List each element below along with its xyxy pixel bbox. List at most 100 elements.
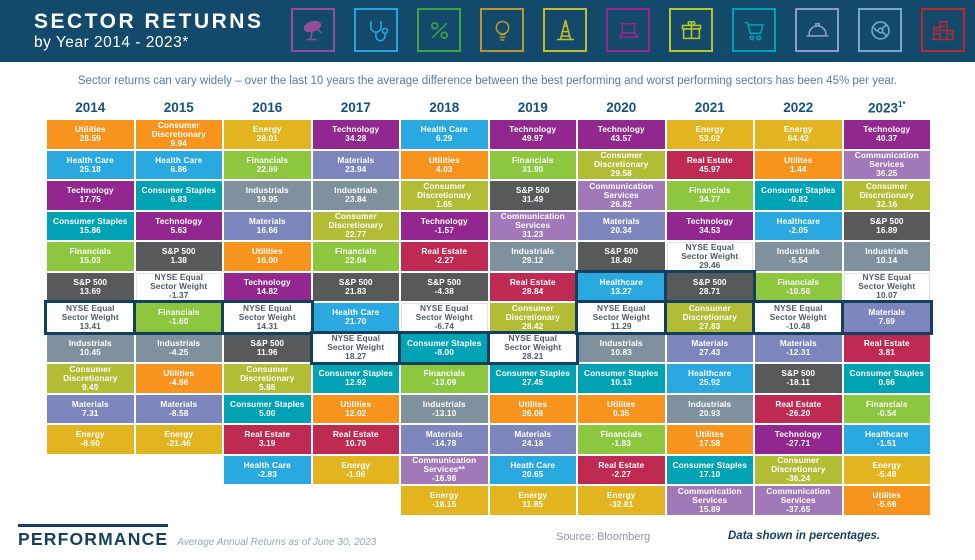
sector-return-value: 29.46: [699, 259, 721, 270]
sector-label: Consumer Discretionary: [328, 211, 383, 231]
sector-label: Materials: [160, 398, 198, 409]
sector-label: Health Care: [332, 307, 380, 318]
page-subtitle: by Year 2014 - 2023*: [34, 34, 189, 52]
sector-return-value: 6.86: [170, 163, 188, 174]
sector-cell: Financials 34.77: [666, 181, 753, 210]
sector-label: Health Care: [66, 154, 114, 165]
source-note: Source: Bloomberg: [556, 530, 651, 543]
city-buildings-icon-tile: [921, 8, 965, 52]
sector-label: Materials: [337, 154, 375, 165]
sector-label: Utilites: [695, 429, 724, 440]
sector-cell: Industrials 20.93: [666, 394, 753, 423]
sector-label: Energy: [872, 459, 902, 470]
sector-return-value: -5.66: [877, 499, 897, 510]
sector-return-value: 3.19: [258, 438, 276, 449]
sector-return-value: 15.89: [699, 503, 721, 514]
year-column-2022: 2022 Energy 64.42 Utilites 1.44 Consumer Stap…: [755, 100, 842, 515]
sector-label: S&P 500: [604, 246, 639, 257]
sector-cell: Energy -5.48: [843, 455, 930, 484]
sector-label: Health Care: [155, 154, 203, 165]
sector-return-value: -21.46: [166, 438, 191, 449]
sector-label: NYSE Equal Sector Weight: [858, 272, 916, 292]
sector-return-value: -1.37: [169, 290, 189, 301]
sector-return-value: 17.75: [79, 194, 101, 205]
sector-cell: Real Estate -26.20: [755, 394, 842, 423]
sector-cell: NYSE Equal Sector Weight 13.41: [47, 303, 134, 332]
sector-cell: Utilites 26.08: [489, 394, 576, 423]
year-header: 2016: [252, 100, 283, 115]
sector-label: Utilities: [428, 154, 460, 165]
sector-return-value: 29.12: [522, 255, 544, 266]
sector-label: NYSE Equal Sector Weight: [769, 302, 827, 322]
sector-label: Industrials: [245, 185, 289, 196]
sector-cell: Industrials 10.83: [578, 333, 665, 362]
sector-label: Consumer Staples: [849, 368, 924, 379]
sector-label: Consumer Staples: [495, 368, 570, 379]
shopping-cart-icon-tile: [732, 8, 776, 52]
sector-label: S&P 500: [692, 276, 727, 287]
sector-return-value: -18.15: [432, 499, 457, 510]
tagline-text: Sector returns can vary widely – over th…: [77, 75, 898, 87]
sector-return-value: 6.29: [435, 133, 453, 144]
sector-cell: Communication Services 31.23: [489, 211, 576, 240]
sector-return-value: -32.81: [609, 499, 634, 510]
sector-return-value: 0.66: [878, 377, 896, 388]
sector-cell: Technology 40.37: [843, 120, 930, 149]
sector-label: Real Estate: [332, 429, 379, 440]
sector-return-value: -5.54: [788, 255, 808, 266]
sector-cell: Energy -18.15: [401, 486, 488, 515]
year-header: 2019: [517, 100, 548, 115]
sector-cell: Communication Services 26.82: [578, 181, 665, 210]
sector-cell: Materials 16.66: [224, 211, 311, 240]
sector-return-value: 28.01: [256, 133, 278, 144]
sector-return-value: 43.57: [610, 133, 632, 144]
sector-return-value: 20.93: [699, 407, 721, 418]
year-header: 2018: [429, 100, 460, 115]
sector-cell: Technology 17.75: [47, 181, 134, 210]
sector-cell: Consumer Discretionary 9.94: [135, 119, 222, 149]
sector-cell: Technology 34.28: [312, 120, 399, 149]
sector-cell: Consumer Staples 12.92: [312, 364, 399, 393]
sector-label: S&P 500: [515, 185, 550, 196]
sector-return-value: 29.58: [610, 168, 632, 179]
sector-return-value: 13.69: [79, 285, 101, 296]
sector-label: Communication Services: [677, 485, 742, 505]
sector-cell: S&P 500 -4.38: [401, 272, 488, 301]
sector-label: Consumer Discretionary: [151, 119, 206, 139]
sector-return-value: 5.63: [170, 224, 188, 235]
sector-label: Materials: [868, 307, 906, 318]
sector-return-value: 28.59: [79, 133, 101, 144]
sector-label: Industrials: [157, 337, 201, 348]
sector-cell: Financials -0.54: [843, 394, 930, 423]
sector-cell: Energy 28.01: [224, 120, 311, 149]
sector-label: Consumer Staples: [584, 368, 659, 379]
sector-cell: Materials 20.34: [578, 211, 665, 240]
laptop-icon: [618, 22, 638, 38]
sector-label: Financials: [334, 246, 377, 257]
sector-return-value: 19.95: [256, 194, 278, 205]
sector-return-value: 10.70: [345, 438, 367, 449]
sector-cell: Consumer Staples 6.83: [135, 181, 222, 210]
sector-cell: Health Care 6.29: [401, 120, 488, 149]
sector-cell: NYSE Equal Sector Weight 18.27: [312, 333, 399, 362]
sector-cell: Technology -27.71: [755, 425, 842, 454]
sector-cell: Materials 23.94: [312, 150, 399, 179]
sector-return-value: 31.90: [522, 163, 544, 174]
sector-cell: Technology 43.57: [578, 120, 665, 149]
sector-return-value: 53.02: [699, 133, 721, 144]
stethoscope-icon: [369, 20, 388, 41]
sector-label: Communication Services: [854, 150, 919, 170]
sector-label: Materials: [691, 337, 729, 348]
sector-label: Materials: [71, 398, 109, 409]
sector-cell: Materials 24.18: [489, 425, 576, 454]
sector-return-value: 15.03: [79, 255, 101, 266]
sector-return-value: 18.40: [610, 255, 632, 266]
sector-label: Energy: [518, 490, 548, 501]
sector-label: Consumer Discretionary: [682, 302, 737, 322]
sector-cell: Technology 14.82: [224, 272, 311, 301]
as-of-note: Average Annual Returns as of June 30, 20…: [177, 536, 377, 548]
sector-return-value: 0.35: [612, 407, 630, 418]
sector-return-value: 45.97: [699, 163, 721, 174]
turbine-icon-tile: [858, 8, 902, 52]
hard-hat-icon: [805, 22, 829, 37]
